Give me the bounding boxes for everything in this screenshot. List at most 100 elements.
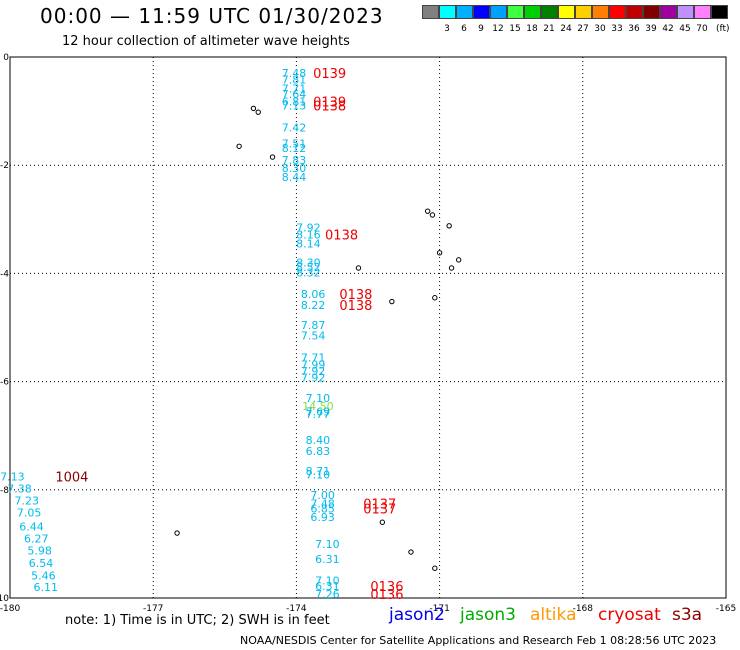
lon-tick-label: -171 bbox=[429, 604, 449, 614]
wave-height-value: 7.48 bbox=[282, 67, 307, 80]
island-outline bbox=[429, 212, 436, 218]
orbit-pass-label: 0136 bbox=[370, 580, 403, 595]
colorbar-label: 15 bbox=[509, 24, 521, 34]
orbit-pass-label: 0136 bbox=[370, 588, 403, 603]
colorbar-label: 45 bbox=[679, 24, 691, 34]
footer-credit: NOAA/NESDIS Center for Satellite Applica… bbox=[240, 634, 717, 647]
wave-height-value: 7.92 bbox=[301, 365, 326, 378]
colorbar-swatch bbox=[473, 5, 490, 19]
wave-height-value: 7.23 bbox=[14, 495, 39, 508]
island-outline bbox=[436, 250, 443, 256]
wave-height-value: 8.22 bbox=[301, 299, 326, 312]
colorbar-label: 27 bbox=[577, 24, 589, 34]
wave-height-value: 8.06 bbox=[301, 288, 326, 301]
wave-height-value: 7.64 bbox=[282, 88, 307, 101]
colorbar-label: 33 bbox=[611, 24, 623, 34]
colorbar-label: 30 bbox=[594, 24, 606, 34]
satellite-jason3: jason3 bbox=[460, 605, 516, 625]
wave-height-value: 8.40 bbox=[306, 434, 331, 447]
wave-height-value: 7.99 bbox=[301, 358, 326, 371]
wave-height-value: 6.31 bbox=[315, 580, 340, 593]
colorbar-swatch bbox=[592, 5, 609, 19]
lat-tick-label: -8 bbox=[0, 486, 9, 496]
wave-height-value: 7.10 bbox=[306, 392, 331, 405]
page-subtitle: 12 hour collection of altimeter wave hei… bbox=[62, 34, 350, 49]
colorbar-swatch bbox=[524, 5, 541, 19]
colorbar-swatch bbox=[541, 5, 558, 19]
wave-height-value: 7.92 bbox=[301, 371, 326, 384]
colorbar-swatch bbox=[626, 5, 643, 19]
orbit-pass-label: 0138 bbox=[313, 100, 346, 115]
orbit-pass-label: 0139 bbox=[313, 95, 346, 110]
colorbar-label: 9 bbox=[478, 24, 484, 34]
wave-height-value: 8.52 bbox=[296, 261, 321, 274]
island-outline bbox=[448, 265, 455, 271]
wave-height-value: 7.92 bbox=[296, 221, 321, 234]
colorbar-swatch bbox=[490, 5, 507, 19]
wave-height-value: 7.83 bbox=[282, 154, 307, 167]
island-outline bbox=[269, 154, 276, 160]
wave-height-value: 7.38 bbox=[7, 483, 32, 496]
wave-height-value: 7.54 bbox=[301, 330, 326, 343]
colorbar-swatch bbox=[558, 5, 575, 19]
wave-height-value: 8.30 bbox=[282, 162, 307, 175]
island-outline bbox=[236, 143, 242, 149]
page-title: 00:00 — 11:59 UTC 01/30/2023 bbox=[40, 4, 384, 28]
satellite-altika: altika bbox=[530, 605, 577, 625]
island-outline bbox=[389, 298, 395, 305]
island-outline bbox=[432, 565, 438, 571]
wave-height-value: 7.87 bbox=[301, 319, 326, 332]
island-outline bbox=[379, 519, 386, 525]
colorbar-label: 36 bbox=[628, 24, 640, 34]
wave-height-value: 8.32 bbox=[296, 266, 321, 279]
lon-tick-label: -165 bbox=[716, 604, 736, 614]
island-outline bbox=[355, 265, 362, 271]
wave-height-value: 6.81 bbox=[282, 95, 307, 108]
colorbar-label: 3 bbox=[444, 24, 450, 34]
orbit-pass-label: 1004 bbox=[55, 470, 88, 485]
colorbar-label: 21 bbox=[543, 24, 555, 34]
lon-tick-label: -168 bbox=[573, 604, 594, 614]
colorbar-label: 70 bbox=[696, 24, 708, 34]
colorbar-label: 6 bbox=[461, 24, 467, 34]
wave-height-value: 6.31 bbox=[315, 553, 340, 566]
colorbar-label: 18 bbox=[526, 24, 538, 34]
colorbar-swatch bbox=[660, 5, 677, 19]
wave-height-value: 7.10 bbox=[315, 575, 340, 588]
colorbar-swatch bbox=[677, 5, 694, 19]
lat-tick-label: 0 bbox=[3, 53, 9, 63]
colorbar-label: 39 bbox=[645, 24, 657, 34]
orbit-pass-label: 0139 bbox=[313, 67, 346, 82]
orbit-pass-label: 0138 bbox=[325, 228, 358, 243]
satellite-jason2: jason2 bbox=[389, 605, 445, 625]
colorbar-label: 42 bbox=[662, 24, 674, 34]
island-outline bbox=[455, 257, 462, 263]
wave-height-value: 7.00 bbox=[310, 489, 335, 502]
wave-height-value: 5.46 bbox=[31, 569, 56, 582]
lat-tick-label: -6 bbox=[0, 378, 9, 388]
orbit-pass-label: 0138 bbox=[339, 299, 372, 314]
wave-height-value: 7.26 bbox=[315, 588, 340, 601]
wave-height-value: 14.50 bbox=[302, 400, 334, 413]
colorbar-label: 12 bbox=[492, 24, 504, 34]
wave-height-value: 6.83 bbox=[306, 445, 331, 458]
island-outline bbox=[432, 295, 438, 301]
satellite-s3a: s3a bbox=[672, 605, 703, 625]
colorbar-swatch bbox=[609, 5, 626, 19]
colorbar-swatch bbox=[507, 5, 524, 19]
colorbar-swatch bbox=[643, 5, 660, 19]
lon-tick-label: -174 bbox=[286, 604, 307, 614]
wave-height-value: 7.10 bbox=[315, 538, 340, 551]
island-outline bbox=[250, 105, 257, 112]
colorbar-swatch bbox=[711, 5, 728, 19]
wave-height-value: 7.77 bbox=[306, 408, 331, 421]
wave-height-value: 7.42 bbox=[282, 121, 307, 134]
island-outline bbox=[174, 530, 180, 536]
wave-height-value: 7.81 bbox=[282, 74, 307, 87]
wave-height-value: 6.44 bbox=[19, 521, 44, 534]
wave-height-value: 6.27 bbox=[24, 532, 49, 545]
wave-height-value: 5.98 bbox=[27, 544, 52, 557]
orbit-pass-label: 0137 bbox=[363, 497, 396, 512]
wave-height-value: 7.10 bbox=[306, 469, 331, 482]
